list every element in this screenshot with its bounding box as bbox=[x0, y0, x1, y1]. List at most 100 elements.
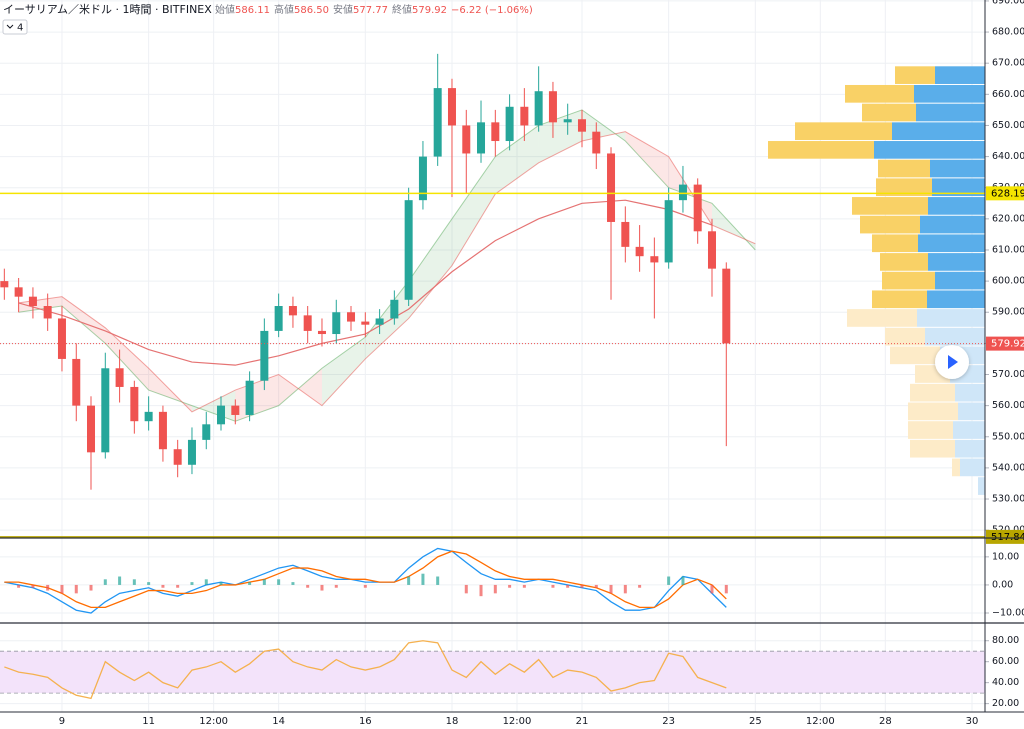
histogram-bar bbox=[479, 584, 483, 597]
histogram-bar bbox=[161, 584, 165, 588]
symbol-title: イーサリアム／米ドル · 1時間 · BITFINEX bbox=[3, 3, 212, 16]
candle-body bbox=[577, 119, 586, 132]
candle-body bbox=[361, 321, 370, 325]
candle-body bbox=[288, 306, 297, 316]
y-tick-label: 570.00 bbox=[992, 369, 1024, 380]
profile-buy bbox=[935, 66, 985, 84]
cloud-segment bbox=[711, 203, 756, 250]
histogram-bar bbox=[667, 576, 671, 585]
profile-sell bbox=[845, 84, 914, 103]
histogram-bar bbox=[551, 584, 555, 588]
profile-sell bbox=[860, 215, 920, 234]
histogram-bar bbox=[74, 584, 78, 594]
indicator-count: 4 bbox=[17, 23, 23, 34]
ohlc-label: 始値 bbox=[215, 3, 235, 16]
histogram-bar bbox=[421, 573, 425, 585]
histogram-bar bbox=[46, 584, 50, 591]
histogram-bar bbox=[132, 579, 136, 585]
profile-buy bbox=[930, 159, 985, 178]
profile-buy bbox=[874, 141, 985, 159]
y-tick-label: 10.00 bbox=[992, 551, 1019, 562]
histogram-bar bbox=[363, 584, 367, 588]
cloud-segment bbox=[321, 337, 366, 406]
histogram-bar bbox=[17, 584, 21, 588]
ohlc-value: 579.92 bbox=[412, 5, 447, 16]
y-tick-label: 0.00 bbox=[992, 579, 1013, 590]
candle-body bbox=[650, 256, 659, 263]
candle-body bbox=[664, 200, 673, 263]
chevron-icon bbox=[6, 24, 14, 29]
x-tick-label: 12:00 bbox=[806, 716, 835, 727]
ohlc-value: 586.50 bbox=[294, 5, 329, 16]
histogram-bar bbox=[493, 584, 497, 594]
indicator-toggle[interactable] bbox=[2, 19, 28, 35]
histogram-bar bbox=[60, 584, 64, 594]
y-tick-label: 550.00 bbox=[992, 431, 1024, 442]
y-tick-label: −10.00 bbox=[992, 608, 1024, 619]
cloud-segment bbox=[148, 368, 192, 412]
y-tick-label: 640.00 bbox=[992, 151, 1024, 162]
candle-body bbox=[390, 299, 399, 319]
ohlc-readout: 始値586.11 高値586.50 安値577.77 終値579.92 −6.22 (−… bbox=[215, 3, 533, 16]
profile-buy bbox=[978, 477, 985, 495]
x-tick-label: 9 bbox=[59, 716, 65, 727]
profile-buy bbox=[958, 402, 985, 421]
y-tick-label: 60.00 bbox=[992, 656, 1019, 667]
histogram-bar bbox=[103, 579, 107, 585]
profile-buy bbox=[916, 103, 985, 122]
play-button[interactable] bbox=[935, 345, 969, 379]
candle-body bbox=[678, 184, 687, 201]
candle-body bbox=[534, 91, 543, 126]
histogram-bar bbox=[291, 582, 295, 585]
profile-buy bbox=[914, 84, 985, 103]
y-tick-label: 20.00 bbox=[992, 698, 1019, 709]
histogram-bar bbox=[334, 584, 338, 588]
histogram-bar bbox=[724, 584, 728, 594]
profile-sell bbox=[872, 234, 918, 253]
profile-sell bbox=[847, 309, 917, 327]
profile-sell bbox=[910, 383, 955, 402]
profile-buy bbox=[920, 215, 985, 234]
histogram-bar bbox=[623, 584, 627, 594]
histogram-bar bbox=[320, 584, 324, 591]
candle-body bbox=[707, 231, 716, 269]
histogram-bar bbox=[594, 584, 598, 588]
indicator-line bbox=[4, 547, 727, 614]
cloud-edge bbox=[18, 109, 756, 422]
histogram-bar bbox=[204, 579, 208, 585]
profile-buy bbox=[935, 271, 985, 290]
x-tick-label: 25 bbox=[749, 716, 762, 727]
candle-body bbox=[303, 315, 312, 331]
profile-buy bbox=[928, 197, 985, 215]
cloud-segment bbox=[538, 109, 582, 163]
histogram-bar bbox=[522, 584, 526, 588]
indicator-line bbox=[4, 640, 727, 700]
candle-body bbox=[418, 156, 427, 201]
x-tick-label: 12:00 bbox=[503, 716, 532, 727]
candle-body bbox=[607, 153, 616, 222]
candle-body bbox=[245, 380, 254, 415]
candle-body bbox=[592, 131, 601, 154]
profile-sell bbox=[952, 458, 960, 477]
candle-body bbox=[72, 358, 81, 406]
candle-body bbox=[635, 246, 644, 257]
candle-body bbox=[563, 119, 572, 123]
candle-body bbox=[520, 106, 529, 126]
cloud-segment bbox=[278, 368, 322, 406]
y-tick-label: 670.00 bbox=[992, 58, 1024, 69]
candle-body bbox=[173, 449, 182, 465]
ohlc-label: 終値 bbox=[392, 3, 412, 16]
candle-body bbox=[202, 424, 211, 440]
x-tick-label: 12:00 bbox=[199, 716, 228, 727]
profile-buy bbox=[925, 327, 985, 346]
play-icon bbox=[948, 355, 958, 369]
ohlc-label: 安値 bbox=[333, 3, 353, 16]
histogram-bar bbox=[580, 584, 584, 588]
profile-buy bbox=[927, 290, 985, 309]
candle-body bbox=[101, 368, 110, 453]
profile-sell bbox=[768, 141, 874, 159]
y-tick-label: 680.00 bbox=[992, 27, 1024, 38]
histogram-bar bbox=[176, 584, 180, 588]
profile-sell bbox=[890, 346, 940, 365]
